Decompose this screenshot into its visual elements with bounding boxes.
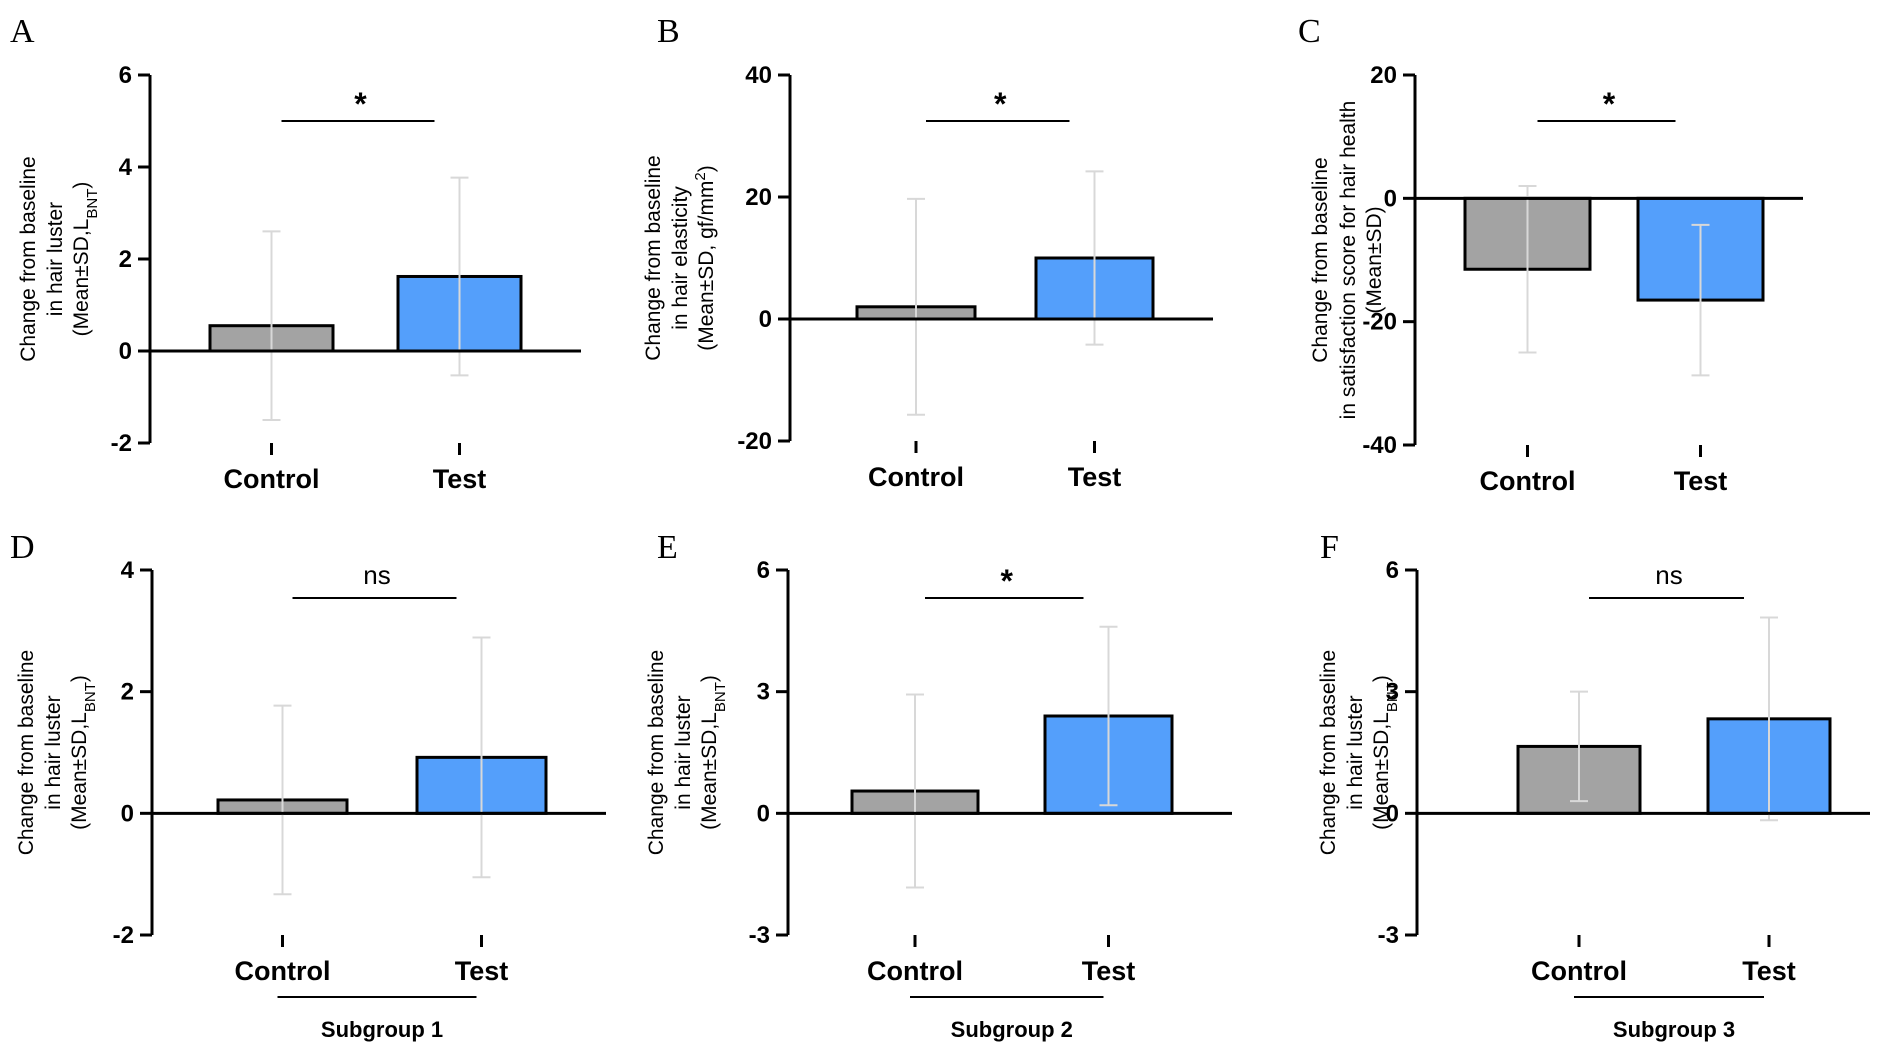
x-category-label: Test (455, 956, 509, 986)
y-tick-label: 4 (121, 557, 135, 584)
y-tick-label: -2 (113, 922, 134, 949)
y-tick-label: -20 (1362, 309, 1397, 336)
panel-f: F -3 0 3 6 Change from baseline in hair luster… (1317, 529, 1870, 1042)
y-tick-label: 6 (1386, 557, 1399, 584)
units-prefix: (Mean±SD,L (68, 712, 91, 830)
x-category-label: Test (1082, 956, 1136, 986)
units-suffix: ) (68, 675, 91, 682)
y-axis-title-line: Change from baseline (15, 650, 38, 855)
y-tick-label: -3 (1378, 922, 1399, 949)
x-category-label: Test (1674, 466, 1728, 496)
x-category-label: Control (868, 462, 964, 492)
significance-label: ns (1655, 560, 1682, 590)
y-tick-label: 0 (757, 800, 770, 827)
y-tick-label: -2 (111, 430, 132, 457)
y-axis-title-line: in hair luster (672, 695, 695, 809)
x-category-label: Test (433, 464, 487, 494)
significance-label: * (354, 86, 367, 122)
y-axis-units: (Mean±SD) (1363, 206, 1386, 313)
panel-letter: B (657, 13, 680, 50)
panel-d: D -2 0 2 4 Change from baseline in hair luster… (10, 529, 606, 1042)
subgroup-label: Subgroup 2 (951, 1017, 1073, 1042)
y-tick-label: 3 (757, 679, 770, 706)
units-suffix: ) (698, 675, 721, 682)
y-tick-label: 6 (757, 557, 770, 584)
y-axis-title-line: Change from baseline (645, 650, 668, 855)
panel-b: B -20 0 20 40 Change from baseline in hair ela… (642, 13, 1213, 492)
significance-label: * (994, 86, 1007, 122)
y-tick-label: -3 (749, 922, 770, 949)
panel-letter: E (657, 529, 678, 566)
units-subscript: BNT (82, 682, 99, 712)
subgroup-label: Subgroup 1 (321, 1017, 443, 1042)
panel-c: C -40 -20 0 20 Change from baseline in satisfa… (1298, 13, 1803, 496)
units-subscript: BNT (84, 189, 101, 219)
x-category-label: Test (1742, 956, 1796, 986)
significance-label: ns (363, 560, 390, 590)
y-tick-label: 0 (1384, 185, 1397, 212)
y-axis-units: (Mean±SD,LBNT) (70, 182, 101, 337)
y-tick-label: -40 (1362, 432, 1397, 459)
subgroup-label: Subgroup 3 (1613, 1017, 1735, 1042)
y-tick-label: 2 (119, 246, 132, 273)
significance-label: * (1001, 563, 1014, 599)
y-axis-title-line: Change from baseline (642, 155, 665, 360)
y-axis-title-line: in hair luster (1344, 695, 1367, 809)
x-category-label: Control (1480, 466, 1576, 496)
y-tick-label: 3 (1386, 679, 1399, 706)
x-category-label: Control (235, 956, 331, 986)
units-superscript: 2 (692, 172, 709, 180)
units-prefix: (Mean±SD) (1363, 206, 1386, 313)
panel-a: A -2 0 2 4 6 Change from baseline in hair luste… (10, 13, 581, 494)
y-axis-title-line: in hair luster (44, 202, 67, 316)
y-tick-label: 20 (745, 184, 772, 211)
y-axis-title-line: Change from baseline (17, 156, 40, 361)
y-tick-label: -20 (737, 428, 772, 455)
y-tick-label: 4 (119, 154, 133, 181)
units-subscript: BNT (712, 682, 729, 712)
y-axis-title-line: in hair luster (42, 695, 65, 809)
y-axis-title-line: Change from baseline (1309, 157, 1332, 362)
x-category-label: Test (1068, 462, 1122, 492)
units-suffix: ) (1370, 675, 1393, 682)
y-tick-label: 40 (745, 62, 772, 89)
y-tick-label: 6 (119, 62, 132, 89)
y-tick-label: 0 (759, 306, 772, 333)
y-tick-label: 0 (119, 338, 132, 365)
x-category-label: Control (867, 956, 963, 986)
units-suffix: ) (695, 165, 718, 172)
panel-letter: A (10, 13, 35, 50)
y-axis-units: (Mean±SD, gf/mm2) (692, 165, 719, 351)
y-tick-label: 20 (1370, 62, 1397, 89)
significance-label: * (1603, 86, 1616, 122)
units-suffix: ) (70, 182, 93, 189)
y-axis-title-line: Change from baseline (1317, 650, 1340, 855)
y-axis-units: (Mean±SD,LBNT) (68, 675, 99, 830)
units-prefix: (Mean±SD,L (698, 712, 721, 830)
panel-letter: D (10, 529, 35, 566)
y-axis-title-line: in satisfaction score for hair health (1337, 101, 1360, 420)
units-prefix: (Mean±SD,L (1370, 712, 1393, 830)
x-category-label: Control (1531, 956, 1627, 986)
units-subscript: BNT (1384, 682, 1401, 712)
units-prefix: (Mean±SD, gf/mm (695, 181, 718, 351)
y-axis-units: (Mean±SD,LBNT) (1370, 675, 1401, 830)
x-category-label: Control (224, 464, 320, 494)
y-tick-label: 0 (121, 800, 134, 827)
y-axis-units: (Mean±SD,LBNT) (698, 675, 729, 830)
panel-letter: C (1298, 13, 1321, 50)
y-tick-label: 0 (1386, 800, 1399, 827)
panel-letter: F (1320, 529, 1339, 566)
y-axis-title-line: in hair elasticity (669, 186, 692, 330)
units-prefix: (Mean±SD,L (70, 219, 93, 337)
panel-e: E -3 0 3 6 Change from baseline in hair luster… (645, 529, 1232, 1042)
y-tick-label: 2 (121, 679, 134, 706)
